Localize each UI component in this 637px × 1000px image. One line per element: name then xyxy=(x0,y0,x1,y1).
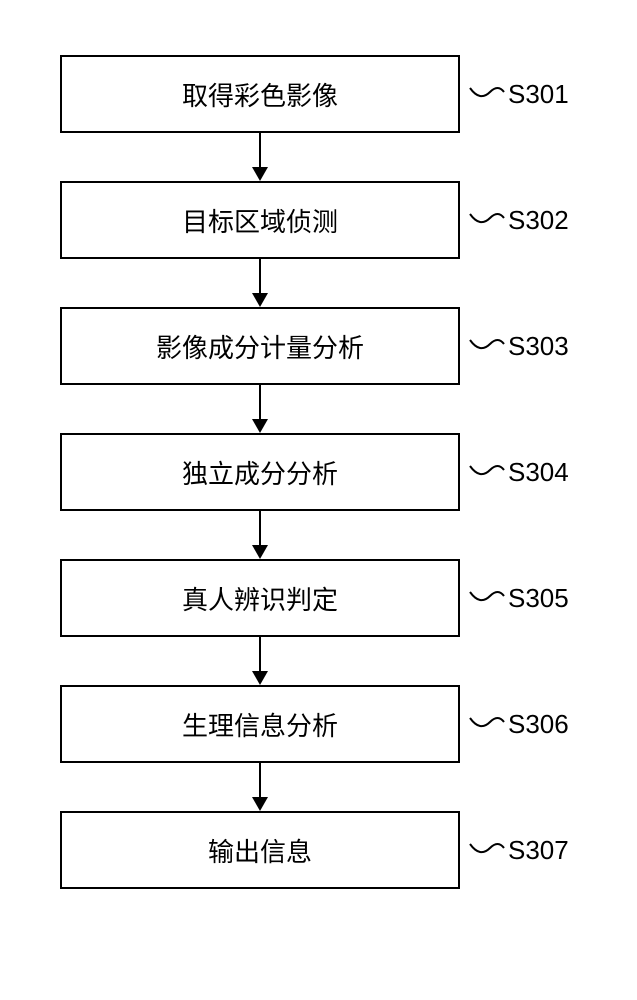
step-row: 真人辨识判定 S305 xyxy=(60,559,580,637)
step-label: S306 xyxy=(508,709,569,740)
step-text: 取得彩色影像 xyxy=(182,76,338,113)
arrow-down-icon xyxy=(245,385,275,433)
step-box-7: 输出信息 xyxy=(60,811,460,889)
step-label: S302 xyxy=(508,205,569,236)
tilde-connector-icon xyxy=(468,840,506,860)
step-label: S301 xyxy=(508,79,569,110)
arrow-wrap xyxy=(60,259,460,307)
step-text: 影像成分计量分析 xyxy=(156,328,364,365)
arrow-down-icon xyxy=(245,637,275,685)
arrow-down-icon xyxy=(245,133,275,181)
step-row: 输出信息 S307 xyxy=(60,811,580,889)
step-box-3: 影像成分计量分析 xyxy=(60,307,460,385)
step-label: S307 xyxy=(508,835,569,866)
step-text: 生理信息分析 xyxy=(182,706,338,743)
step-box-6: 生理信息分析 xyxy=(60,685,460,763)
step-box-2: 目标区域侦测 xyxy=(60,181,460,259)
arrow-wrap xyxy=(60,637,460,685)
step-label-wrap: S304 xyxy=(468,457,569,488)
step-row: 独立成分分析 S304 xyxy=(60,433,580,511)
step-text: 真人辨识判定 xyxy=(182,580,338,617)
step-label-wrap: S303 xyxy=(468,331,569,362)
step-box-5: 真人辨识判定 xyxy=(60,559,460,637)
step-label: S305 xyxy=(508,583,569,614)
step-text: 输出信息 xyxy=(208,832,312,869)
tilde-connector-icon xyxy=(468,84,506,104)
step-row: 目标区域侦测 S302 xyxy=(60,181,580,259)
step-row: 影像成分计量分析 S303 xyxy=(60,307,580,385)
step-text: 目标区域侦测 xyxy=(182,202,338,239)
arrow-down-icon xyxy=(245,511,275,559)
arrow-wrap xyxy=(60,511,460,559)
step-label-wrap: S306 xyxy=(468,709,569,740)
arrow-down-icon xyxy=(245,763,275,811)
step-row: 生理信息分析 S306 xyxy=(60,685,580,763)
tilde-connector-icon xyxy=(468,336,506,356)
step-label-wrap: S302 xyxy=(468,205,569,236)
tilde-connector-icon xyxy=(468,714,506,734)
step-label-wrap: S305 xyxy=(468,583,569,614)
tilde-connector-icon xyxy=(468,210,506,230)
tilde-connector-icon xyxy=(468,588,506,608)
arrow-wrap xyxy=(60,763,460,811)
tilde-connector-icon xyxy=(468,462,506,482)
arrow-wrap xyxy=(60,133,460,181)
arrow-down-icon xyxy=(245,259,275,307)
step-label-wrap: S301 xyxy=(468,79,569,110)
step-label-wrap: S307 xyxy=(468,835,569,866)
step-box-4: 独立成分分析 xyxy=(60,433,460,511)
flowchart-container: 取得彩色影像 S301 目标区域侦测 S302 xyxy=(60,55,580,889)
arrow-wrap xyxy=(60,385,460,433)
step-label: S304 xyxy=(508,457,569,488)
step-label: S303 xyxy=(508,331,569,362)
step-text: 独立成分分析 xyxy=(182,454,338,491)
step-box-1: 取得彩色影像 xyxy=(60,55,460,133)
step-row: 取得彩色影像 S301 xyxy=(60,55,580,133)
